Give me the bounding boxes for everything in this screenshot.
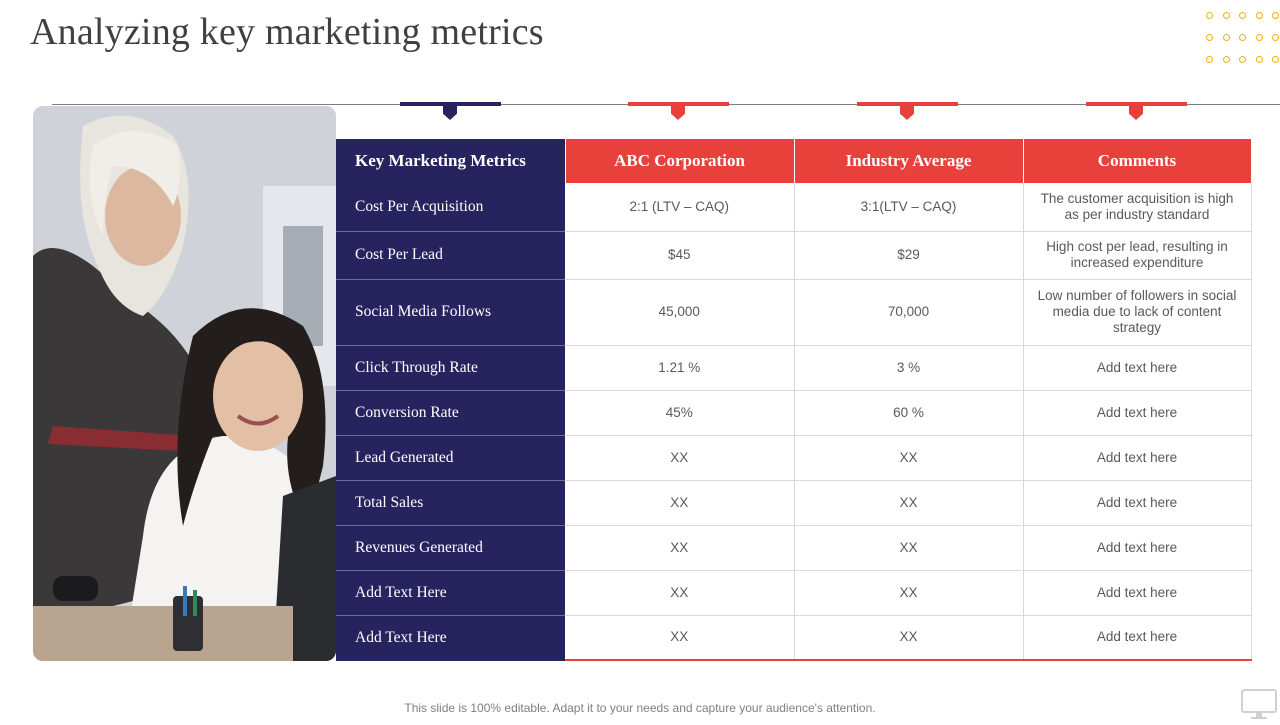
industry-value: 3 % <box>794 345 1024 391</box>
header-abc-corporation: ABC Corporation <box>565 139 795 183</box>
industry-value: XX <box>794 480 1024 526</box>
abc-value: 2:1 (LTV – CAQ) <box>565 183 795 232</box>
table-row: Cost Per Acquisition 2:1 (LTV – CAQ) 3:1… <box>336 183 1252 232</box>
comment-text: Add text here <box>1023 525 1252 571</box>
abc-value: 45,000 <box>565 279 795 346</box>
header-comments: Comments <box>1023 139 1252 183</box>
comment-text: Add text here <box>1023 570 1252 616</box>
footer-note: This slide is 100% editable. Adapt it to… <box>404 701 876 715</box>
metric-name: Cost Per Lead <box>336 231 565 280</box>
column-marker-metrics <box>400 102 501 106</box>
metric-name: Conversion Rate <box>336 390 565 436</box>
industry-value: 3:1(LTV – CAQ) <box>794 183 1024 232</box>
industry-value: 70,000 <box>794 279 1024 346</box>
column-marker-comments <box>1086 102 1187 106</box>
metrics-table: Key Marketing Metrics ABC Corporation In… <box>336 139 1252 661</box>
decorative-dot-grid <box>1206 12 1280 70</box>
comment-text: Add text here <box>1023 615 1252 661</box>
metric-name: Click Through Rate <box>336 345 565 391</box>
industry-value: XX <box>794 615 1024 661</box>
abc-value: XX <box>565 615 795 661</box>
table-row: Add Text Here XX XX Add text here <box>336 570 1252 616</box>
page-title: Analyzing key marketing metrics <box>30 11 544 53</box>
table-header-row: Key Marketing Metrics ABC Corporation In… <box>336 139 1252 183</box>
abc-value: XX <box>565 570 795 616</box>
abc-value: 1.21 % <box>565 345 795 391</box>
comment-text: Add text here <box>1023 345 1252 391</box>
abc-value: XX <box>565 480 795 526</box>
industry-value: $29 <box>794 231 1024 280</box>
industry-value: 60 % <box>794 390 1024 436</box>
industry-value: XX <box>794 525 1024 571</box>
comment-text: Low number of followers in social media … <box>1023 279 1252 346</box>
comment-text: High cost per lead, resulting in increas… <box>1023 231 1252 280</box>
metric-name: Add Text Here <box>336 615 565 661</box>
industry-value: XX <box>794 570 1024 616</box>
comment-text: Add text here <box>1023 480 1252 526</box>
comment-text: Add text here <box>1023 435 1252 481</box>
comment-text: Add text here <box>1023 390 1252 436</box>
table-row: Add Text Here XX XX Add text here <box>336 615 1252 661</box>
abc-value: XX <box>565 435 795 481</box>
table-row: Cost Per Lead $45 $29 High cost per lead… <box>336 231 1252 280</box>
comment-text: The customer acquisition is high as per … <box>1023 183 1252 232</box>
abc-value: XX <box>565 525 795 571</box>
metric-name: Lead Generated <box>336 435 565 481</box>
metric-name: Social Media Follows <box>336 279 565 346</box>
monitor-icon <box>1240 688 1278 725</box>
table-row: Total Sales XX XX Add text here <box>336 480 1252 526</box>
table-row: Lead Generated XX XX Add text here <box>336 435 1252 481</box>
abc-value: 45% <box>565 390 795 436</box>
metric-name: Revenues Generated <box>336 525 565 571</box>
column-marker-industry <box>857 102 958 106</box>
office-photo <box>33 106 336 661</box>
column-marker-abc <box>628 102 729 106</box>
metric-name: Total Sales <box>336 480 565 526</box>
industry-value: XX <box>794 435 1024 481</box>
table-row: Revenues Generated XX XX Add text here <box>336 525 1252 571</box>
metric-name: Add Text Here <box>336 570 565 616</box>
metric-name: Cost Per Acquisition <box>336 183 565 232</box>
table-row: Conversion Rate 45% 60 % Add text here <box>336 390 1252 436</box>
table-row: Social Media Follows 45,000 70,000 Low n… <box>336 279 1252 346</box>
header-key-marketing-metrics: Key Marketing Metrics <box>336 139 566 183</box>
header-industry-average: Industry Average <box>794 139 1024 183</box>
abc-value: $45 <box>565 231 795 280</box>
table-row: Click Through Rate 1.21 % 3 % Add text h… <box>336 345 1252 391</box>
